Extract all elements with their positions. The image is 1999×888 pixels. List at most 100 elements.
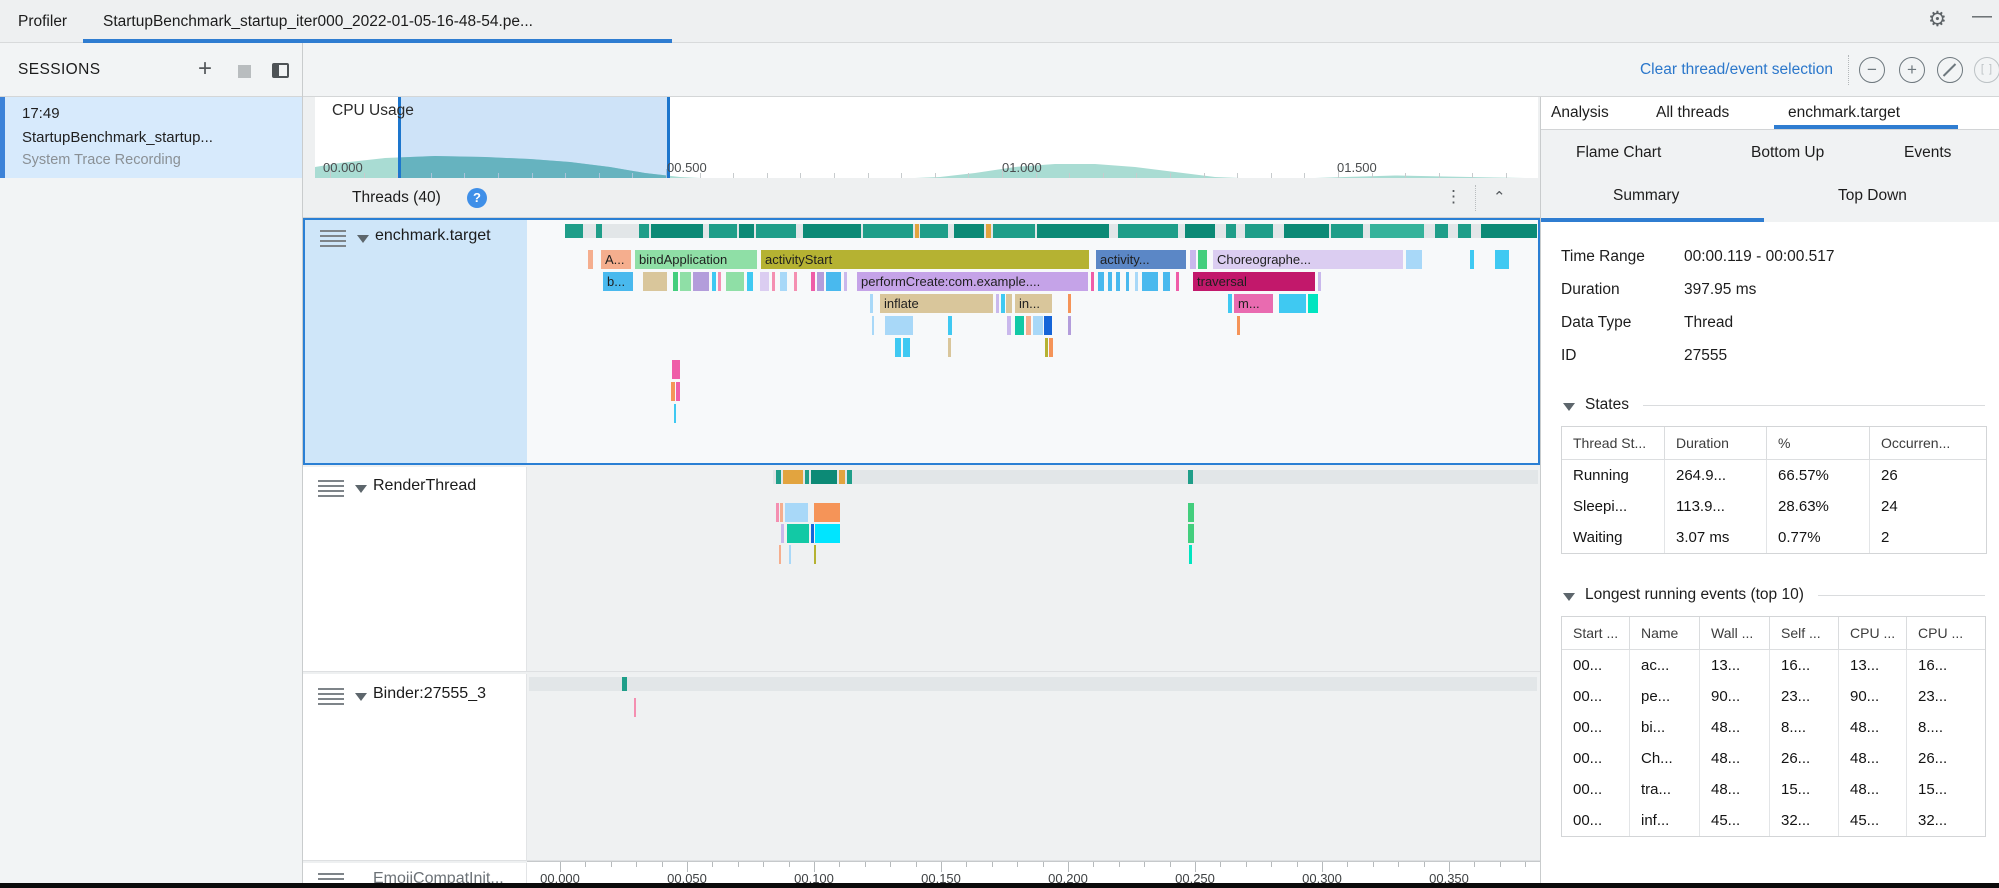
trace-event-block[interactable] <box>1091 272 1094 291</box>
trace-event-block[interactable]: A... <box>601 250 631 269</box>
zoom-to-selection-button[interactable]: [ ] <box>1974 57 1999 83</box>
trace-event-block[interactable]: b... <box>603 272 633 291</box>
gear-icon[interactable]: ⚙ <box>1928 8 1947 31</box>
drag-handle-icon[interactable] <box>320 230 346 247</box>
trace-event-block[interactable] <box>1188 524 1194 543</box>
trace-event-block[interactable] <box>1001 294 1005 313</box>
trace-event-block[interactable] <box>1318 272 1321 291</box>
trace-event-block[interactable] <box>826 272 841 291</box>
thread-trace-track[interactable] <box>527 467 1540 671</box>
trace-event-block[interactable] <box>760 272 769 291</box>
trace-event-block[interactable] <box>1044 316 1052 335</box>
trace-event-block[interactable] <box>781 524 784 543</box>
column-header[interactable]: CPU ... <box>1918 625 1964 641</box>
trace-event-block[interactable] <box>680 272 691 291</box>
trace-event-block[interactable]: traversal <box>1193 272 1315 291</box>
trace-event-block[interactable] <box>872 316 874 335</box>
trace-event-block[interactable]: inflate <box>880 294 993 313</box>
trace-event-block[interactable] <box>1237 316 1240 335</box>
trace-event-block[interactable] <box>811 524 814 543</box>
longest-section-header[interactable]: Longest running events (top 10) <box>1561 584 1985 606</box>
trace-event-block[interactable] <box>718 272 721 291</box>
trace-event-block[interactable] <box>1188 503 1194 522</box>
trace-event-block[interactable] <box>1406 250 1422 269</box>
trace-event-block[interactable] <box>789 545 791 564</box>
states-section-header[interactable]: States <box>1561 394 1985 416</box>
trace-event-block[interactable] <box>948 316 952 335</box>
trace-event-block[interactable] <box>712 272 716 291</box>
trace-event-block[interactable] <box>588 250 593 269</box>
trace-event-block[interactable] <box>1495 250 1509 269</box>
column-header[interactable]: Name <box>1630 617 1700 649</box>
zoom-in-button[interactable]: + <box>1899 57 1925 83</box>
tab-events[interactable]: Events <box>1904 144 1952 161</box>
column-header[interactable]: CPU ... <box>1839 617 1907 649</box>
zoom-out-button[interactable]: − <box>1859 57 1885 83</box>
trace-event-block[interactable] <box>996 294 999 313</box>
trace-event-block[interactable] <box>643 272 667 291</box>
trace-event-block[interactable] <box>1279 294 1306 313</box>
expand-triangle-icon[interactable] <box>355 485 367 493</box>
trace-event-block[interactable] <box>1108 272 1112 291</box>
trace-event-block[interactable] <box>1198 250 1207 269</box>
trace-event-block[interactable] <box>1176 272 1179 291</box>
trace-event-block[interactable] <box>903 338 910 357</box>
trace-event-block[interactable] <box>1098 272 1104 291</box>
trace-event-block[interactable] <box>1142 272 1158 291</box>
expand-triangle-icon[interactable] <box>355 693 367 701</box>
trace-event-block[interactable] <box>693 272 709 291</box>
table-row[interactable]: Waiting 3.07 ms 0.77% 2 <box>1562 522 1986 553</box>
tab-profiler[interactable]: Profiler <box>18 13 68 30</box>
stop-recording-icon[interactable] <box>238 65 251 78</box>
minimize-icon[interactable]: — <box>1972 5 1992 27</box>
table-row[interactable]: 00... ac... 13... 16... 13... 16... <box>1562 650 1985 681</box>
table-row[interactable]: Sleepi... 113.9... 28.63% 24 <box>1562 491 1986 522</box>
trace-event-block[interactable] <box>779 545 781 564</box>
thread-row-enchmark-target[interactable]: enchmark.target A... bindApplication activ… <box>303 218 1540 465</box>
trace-event-block[interactable] <box>671 382 675 401</box>
column-header[interactable]: Self ... <box>1770 617 1839 649</box>
tab-session[interactable]: StartupBenchmark_startup_iter000_2022-01… <box>103 13 533 30</box>
table-row[interactable]: 00... inf... 45... 32... 45... 32... <box>1562 805 1985 836</box>
thread-row-binder[interactable]: Binder:27555_3 <box>303 674 1540 861</box>
trace-event-block[interactable] <box>1116 272 1120 291</box>
trace-event-block[interactable] <box>1190 250 1196 269</box>
collapse-triangle-icon[interactable] <box>1563 403 1575 411</box>
column-header[interactable]: % <box>1767 427 1870 459</box>
trace-event-block[interactable] <box>885 316 913 335</box>
trace-event-block[interactable]: in... <box>1015 294 1052 313</box>
session-list-item[interactable]: 17:49 StartupBenchmark_startup... System… <box>0 97 302 178</box>
tab-flame-chart[interactable]: Flame Chart <box>1576 144 1662 161</box>
trace-event-block[interactable]: Choreographe... <box>1213 250 1403 269</box>
trace-event-block[interactable] <box>634 698 636 717</box>
trace-event-block[interactable] <box>1006 294 1012 313</box>
tab-all-threads[interactable]: All threads <box>1656 104 1730 121</box>
trace-event-block[interactable] <box>676 382 680 401</box>
table-row[interactable]: 00... tra... 48... 15... 48... 15... <box>1562 774 1985 805</box>
tab-bottom-up[interactable]: Bottom Up <box>1751 144 1825 161</box>
column-header[interactable]: Wall ... <box>1700 617 1770 649</box>
trace-event-block[interactable]: activityStart <box>761 250 1089 269</box>
thread-trace-track[interactable]: A... bindApplication activityStart activity… <box>527 220 1538 463</box>
column-header[interactable]: Start ... <box>1562 617 1630 649</box>
trace-event-block[interactable] <box>815 524 840 543</box>
trace-event-block[interactable] <box>1470 250 1474 269</box>
add-session-icon[interactable]: + <box>198 55 213 82</box>
trace-event-block[interactable] <box>817 272 824 291</box>
trace-event-block[interactable]: performCreate:com.example.... <box>857 272 1088 291</box>
trace-event-block[interactable] <box>672 360 680 379</box>
thread-row-renderthread[interactable]: RenderThread <box>303 467 1540 672</box>
trace-event-block[interactable] <box>1189 545 1192 564</box>
trace-event-block[interactable] <box>1126 272 1129 291</box>
trace-event-block[interactable] <box>1068 294 1071 313</box>
tab-analysis[interactable]: Analysis <box>1551 104 1609 121</box>
column-header[interactable]: Duration <box>1665 427 1767 459</box>
table-row[interactable]: 00... pe... 90... 23... 90... 23... <box>1562 681 1985 712</box>
trace-event-block[interactable] <box>772 272 775 291</box>
table-row[interactable]: Running 264.9... 66.57% 26 <box>1562 460 1986 491</box>
cpu-usage-panel[interactable]: CPU Usage 00.000 00.500 01.000 01.500 <box>315 97 1538 178</box>
trace-event-block[interactable] <box>1228 294 1232 313</box>
clear-selection-link[interactable]: Clear thread/event selection <box>1639 61 1833 78</box>
trace-event-block[interactable] <box>814 503 840 522</box>
trace-event-block[interactable] <box>1308 294 1318 313</box>
